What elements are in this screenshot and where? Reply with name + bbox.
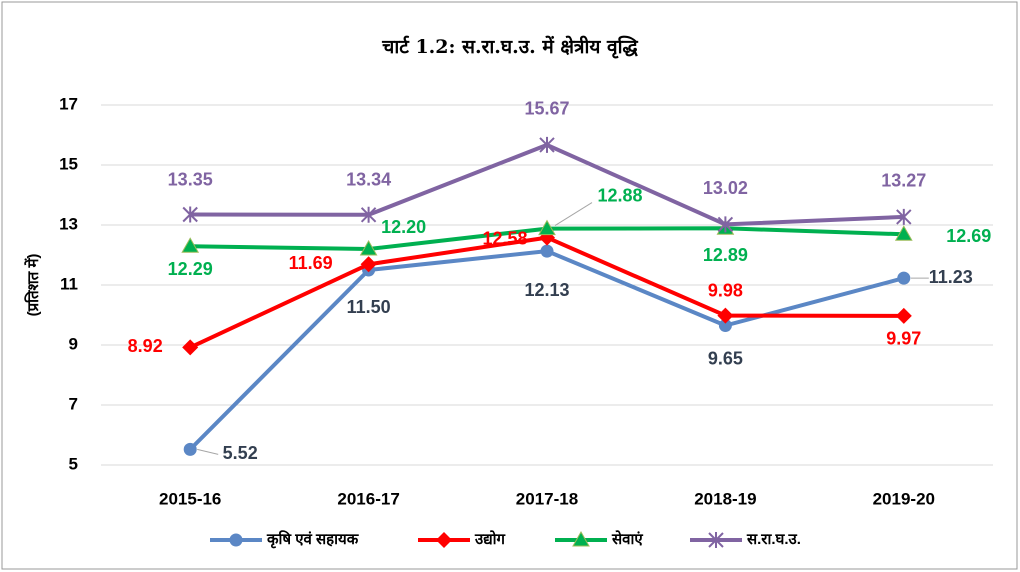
x-tick-label: 2017-18: [516, 489, 578, 508]
data-label: 12.88: [597, 185, 642, 205]
point: [229, 533, 243, 547]
point: [717, 307, 734, 324]
x-tick-label: 2016-17: [337, 489, 399, 508]
legend-label: स.रा.घ.उ.: [746, 531, 801, 548]
data-label: 12.29: [168, 259, 213, 279]
y-tick-label: 7: [69, 394, 78, 413]
data-label: 8.92: [128, 336, 163, 356]
point: [540, 244, 554, 258]
x-tick-label: 2015-16: [159, 489, 221, 508]
data-label: 9.97: [886, 329, 921, 349]
data-label: 11.50: [347, 297, 391, 317]
data-label: 13.27: [881, 171, 926, 191]
y-tick-label: 11: [60, 274, 78, 293]
y-tick-label: 15: [59, 154, 78, 173]
series: [183, 244, 911, 456]
point: [717, 216, 734, 233]
data-label: 9.98: [708, 280, 743, 300]
data-label: 13.34: [346, 170, 391, 190]
x-tick-label: 2019-20: [873, 489, 935, 508]
point: [538, 219, 556, 236]
point: [897, 271, 911, 285]
point: [708, 532, 724, 548]
data-label: 11.23: [929, 267, 973, 287]
legend-label: सेवाएं: [611, 530, 643, 548]
data-label: 13.02: [703, 178, 748, 198]
point: [718, 319, 732, 332]
point: [895, 307, 912, 324]
data-label: 9.65: [708, 348, 743, 368]
point: [360, 206, 377, 223]
data-label: 12.89: [703, 245, 748, 265]
point: [436, 532, 452, 548]
data-label: 12.58: [482, 228, 527, 248]
data-label: 5.52: [223, 443, 258, 463]
point: [181, 237, 200, 253]
point: [360, 256, 377, 273]
point: [359, 239, 378, 256]
y-tick-label: 13: [59, 214, 78, 233]
data-label: 15.67: [524, 99, 569, 119]
leader-line: [197, 448, 219, 455]
point: [572, 530, 590, 547]
point: [183, 442, 197, 456]
point: [539, 136, 555, 153]
data-label: 11.69: [289, 253, 333, 273]
point: [896, 208, 912, 225]
point: [894, 225, 913, 241]
legend-label: उद्योग: [474, 530, 506, 548]
y-axis-label: (प्रतिशत में): [24, 254, 42, 317]
leader-line: [554, 202, 593, 227]
series: [182, 229, 912, 356]
data-label: 12.69: [946, 226, 991, 246]
y-tick-label: 9: [69, 334, 78, 353]
y-tick-label: 5: [69, 454, 78, 473]
point: [182, 339, 199, 356]
chart-title: चार्ट 1.2: स.रा.घ.उ. में क्षेत्रीय वृद्ध…: [381, 35, 638, 59]
series: [182, 136, 912, 233]
data-label: 13.35: [168, 169, 213, 189]
x-tick-label: 2018-19: [694, 489, 756, 508]
data-label: 12.13: [524, 280, 569, 300]
data-label: 12.20: [381, 217, 426, 237]
point: [182, 206, 198, 223]
y-tick-label: 17: [59, 94, 78, 113]
legend-label: कृषि एवं सहायक: [266, 530, 360, 549]
